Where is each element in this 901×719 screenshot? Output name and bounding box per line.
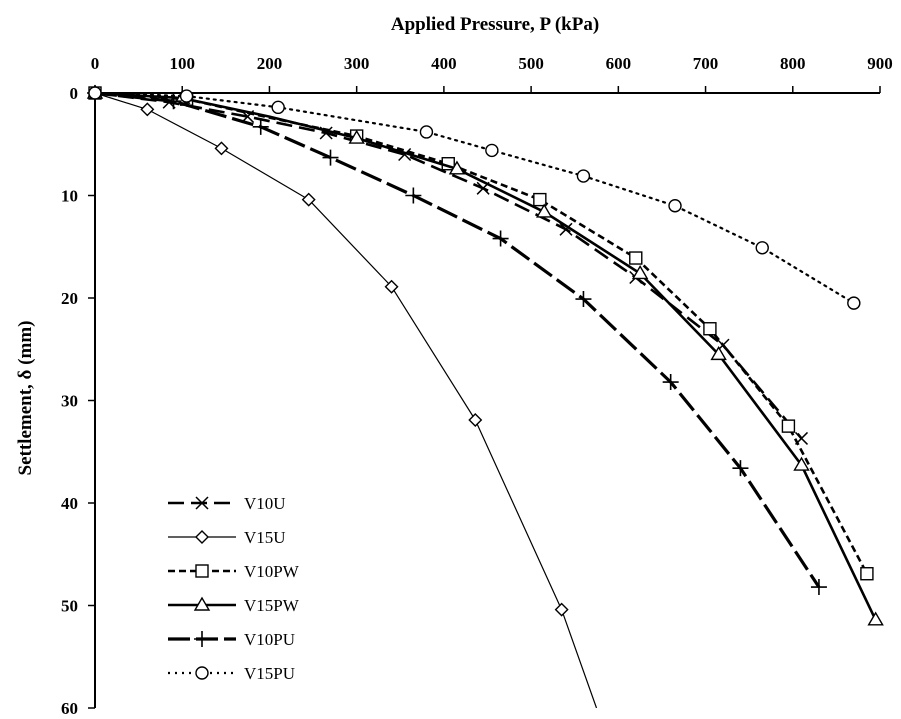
data-point-v10pw — [533, 192, 547, 207]
data-point-v10pu — [575, 291, 592, 308]
data-point-v10pu — [252, 118, 269, 135]
data-point-v15u — [140, 102, 155, 117]
legend-label-v10pw: V10PW — [244, 562, 300, 581]
series-layer — [86, 84, 884, 708]
y-tick-label: 20 — [61, 289, 78, 308]
legend-item-v15pu: V15PU — [168, 664, 295, 683]
y-tick-label: 50 — [61, 597, 78, 616]
data-point-v15pu — [668, 199, 682, 213]
legend-marker-v15u — [195, 530, 209, 544]
data-point-v10pw — [629, 251, 643, 265]
series-line-v10pu — [94, 91, 821, 588]
y-axis-title: Settlement, δ (mm) — [15, 321, 36, 476]
data-point-v15u — [554, 602, 569, 617]
y-tick-label: 30 — [61, 392, 78, 411]
legend-label-v15pw: V15PW — [244, 596, 300, 615]
data-point-v15pw — [793, 456, 810, 471]
data-point-v15pw — [631, 265, 649, 280]
legend-label-v10pu: V10PU — [244, 630, 295, 649]
x-tick-label: 900 — [867, 54, 893, 73]
series-v10pw — [88, 86, 874, 581]
data-point-v10pw — [781, 419, 796, 433]
x-axis-title: Applied Pressure, P (kPa) — [391, 14, 599, 35]
series-v10pu — [87, 85, 827, 596]
data-point-v10pw — [703, 322, 717, 336]
x-tick-label: 600 — [606, 54, 632, 73]
legend-marker-v10pw — [195, 564, 209, 578]
x-tick-label: 300 — [344, 54, 370, 73]
data-point-v15pw — [710, 345, 727, 361]
series-line-v10pw — [94, 91, 869, 575]
data-point-v15pw — [867, 611, 884, 626]
series-v15pw — [86, 84, 884, 626]
data-point-v15pu — [179, 89, 194, 103]
y-tick-label: 10 — [61, 187, 78, 206]
data-point-v10pu — [810, 579, 827, 596]
data-point-v15pw — [348, 129, 365, 144]
series-v15u — [88, 86, 598, 708]
data-point-v15pu — [576, 169, 591, 183]
legend-label-v15pu: V15PU — [244, 664, 295, 683]
x-tick-label: 100 — [169, 54, 195, 73]
legend-marker-v15pw — [193, 596, 211, 611]
y-tick-label: 40 — [61, 494, 78, 513]
legend-item-v10pw: V10PW — [168, 562, 300, 581]
x-tick-label: 500 — [518, 54, 544, 73]
series-v15pu — [88, 86, 861, 310]
legend: V10U V15U V10PW V15PW V10PU V15PU — [168, 494, 300, 683]
x-tick-label: 200 — [257, 54, 283, 73]
series-v10u — [88, 86, 809, 445]
x-tick-label: 400 — [431, 54, 457, 73]
legend-marker-v10u — [195, 496, 209, 510]
series-line-v10u — [94, 91, 803, 440]
legend-marker-v10pu — [194, 631, 210, 647]
x-tick-label: 0 — [91, 54, 100, 73]
legend-marker-v15pu — [195, 666, 209, 680]
data-point-v15pu — [88, 86, 102, 100]
data-point-v10u — [559, 222, 573, 236]
legend-item-v10u: V10U — [168, 494, 286, 513]
data-point-v15pw — [535, 203, 553, 218]
data-point-v15u — [384, 279, 399, 294]
legend-label-v10u: V10U — [244, 494, 286, 513]
y-tick-label: 60 — [61, 699, 78, 718]
data-point-v15u — [468, 412, 483, 427]
legend-item-v10pu: V10PU — [168, 630, 295, 649]
series-line-v15pu — [93, 91, 855, 305]
data-point-v10pu — [322, 149, 339, 166]
data-point-v15u — [301, 192, 316, 207]
data-point-v15pu — [419, 125, 434, 139]
series-line-v15u — [94, 92, 598, 708]
data-point-v15pu — [485, 143, 499, 158]
x-tick-label: 800 — [780, 54, 806, 73]
axes-layer: 0 100 200 300 400 500 600 700 800 900 0 10 20 30 40 50 6… — [61, 54, 893, 718]
data-point-v15u — [214, 141, 229, 156]
data-point-v10pu — [662, 374, 679, 391]
x-tick-label: 700 — [693, 54, 719, 73]
data-point-v10pu — [732, 460, 749, 477]
data-point-v15pu — [847, 296, 861, 310]
data-point-v10pu — [405, 187, 422, 204]
data-point-v15pw — [448, 160, 466, 175]
legend-label-v15u: V15U — [244, 528, 286, 547]
y-tick-label: 0 — [70, 84, 79, 103]
data-point-v10pu — [492, 230, 509, 247]
legend-item-v15u: V15U — [168, 528, 286, 547]
data-point-v15pu — [755, 241, 769, 255]
legend-item-v15pw: V15PW — [168, 596, 300, 615]
data-point-v10pw — [860, 567, 874, 581]
series-line-v15pw — [94, 91, 877, 621]
data-point-v15pu — [271, 100, 285, 115]
